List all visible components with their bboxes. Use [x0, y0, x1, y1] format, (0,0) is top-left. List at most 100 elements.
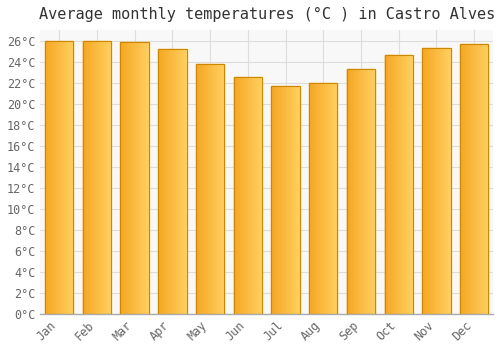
- Bar: [68, 41, 69, 314]
- Bar: [221, 64, 222, 314]
- Bar: [390, 55, 391, 314]
- Bar: [67, 41, 68, 314]
- Bar: [130, 42, 131, 314]
- Bar: [408, 55, 409, 314]
- Bar: [145, 42, 146, 314]
- Bar: [204, 64, 205, 314]
- Bar: [261, 77, 262, 314]
- Bar: [394, 55, 395, 314]
- Bar: [460, 44, 461, 314]
- Bar: [213, 64, 214, 314]
- Bar: [169, 49, 170, 314]
- Bar: [315, 83, 316, 314]
- Bar: [166, 49, 168, 314]
- Bar: [357, 69, 358, 314]
- Bar: [90, 41, 91, 314]
- Bar: [258, 77, 259, 314]
- Bar: [356, 69, 357, 314]
- Bar: [336, 83, 337, 314]
- Bar: [395, 55, 396, 314]
- Bar: [237, 77, 238, 314]
- Bar: [386, 55, 387, 314]
- Bar: [436, 48, 437, 314]
- Bar: [358, 69, 360, 314]
- Bar: [460, 44, 488, 314]
- Bar: [448, 48, 449, 314]
- Bar: [160, 49, 161, 314]
- Bar: [128, 42, 129, 314]
- Bar: [205, 64, 206, 314]
- Bar: [92, 41, 93, 314]
- Bar: [355, 69, 356, 314]
- Bar: [373, 69, 374, 314]
- Bar: [410, 55, 411, 314]
- Bar: [120, 42, 149, 314]
- Bar: [254, 77, 255, 314]
- Bar: [354, 69, 355, 314]
- Bar: [71, 41, 72, 314]
- Bar: [288, 86, 289, 314]
- Bar: [396, 55, 397, 314]
- Bar: [234, 77, 235, 314]
- Bar: [389, 55, 390, 314]
- Bar: [392, 55, 393, 314]
- Bar: [480, 44, 481, 314]
- Bar: [178, 49, 179, 314]
- Bar: [349, 69, 350, 314]
- Bar: [299, 86, 300, 314]
- Bar: [164, 49, 165, 314]
- Bar: [53, 41, 54, 314]
- Bar: [484, 44, 485, 314]
- Bar: [50, 41, 51, 314]
- Bar: [64, 41, 65, 314]
- Bar: [411, 55, 412, 314]
- Bar: [56, 41, 57, 314]
- Bar: [374, 69, 375, 314]
- Bar: [105, 41, 106, 314]
- Bar: [104, 41, 105, 314]
- Bar: [260, 77, 261, 314]
- Bar: [361, 69, 362, 314]
- Bar: [108, 41, 109, 314]
- Bar: [312, 83, 313, 314]
- Bar: [478, 44, 480, 314]
- Bar: [275, 86, 276, 314]
- Bar: [220, 64, 221, 314]
- Bar: [196, 64, 197, 314]
- Bar: [441, 48, 442, 314]
- Bar: [284, 86, 285, 314]
- Bar: [446, 48, 447, 314]
- Bar: [405, 55, 406, 314]
- Bar: [246, 77, 248, 314]
- Bar: [464, 44, 465, 314]
- Bar: [135, 42, 136, 314]
- Bar: [317, 83, 318, 314]
- Bar: [347, 69, 348, 314]
- Bar: [61, 41, 62, 314]
- Bar: [259, 77, 260, 314]
- Bar: [428, 48, 429, 314]
- Bar: [393, 55, 394, 314]
- Bar: [181, 49, 182, 314]
- Bar: [335, 83, 336, 314]
- Bar: [422, 48, 423, 314]
- Bar: [162, 49, 164, 314]
- Bar: [58, 41, 59, 314]
- Bar: [158, 49, 186, 314]
- Bar: [66, 41, 67, 314]
- Bar: [84, 41, 85, 314]
- Bar: [121, 42, 122, 314]
- Bar: [477, 44, 478, 314]
- Bar: [185, 49, 186, 314]
- Bar: [366, 69, 367, 314]
- Bar: [218, 64, 219, 314]
- Bar: [388, 55, 389, 314]
- Bar: [133, 42, 134, 314]
- Bar: [138, 42, 139, 314]
- Bar: [125, 42, 126, 314]
- Bar: [318, 83, 320, 314]
- Bar: [252, 77, 253, 314]
- Bar: [148, 42, 149, 314]
- Bar: [93, 41, 94, 314]
- Bar: [438, 48, 440, 314]
